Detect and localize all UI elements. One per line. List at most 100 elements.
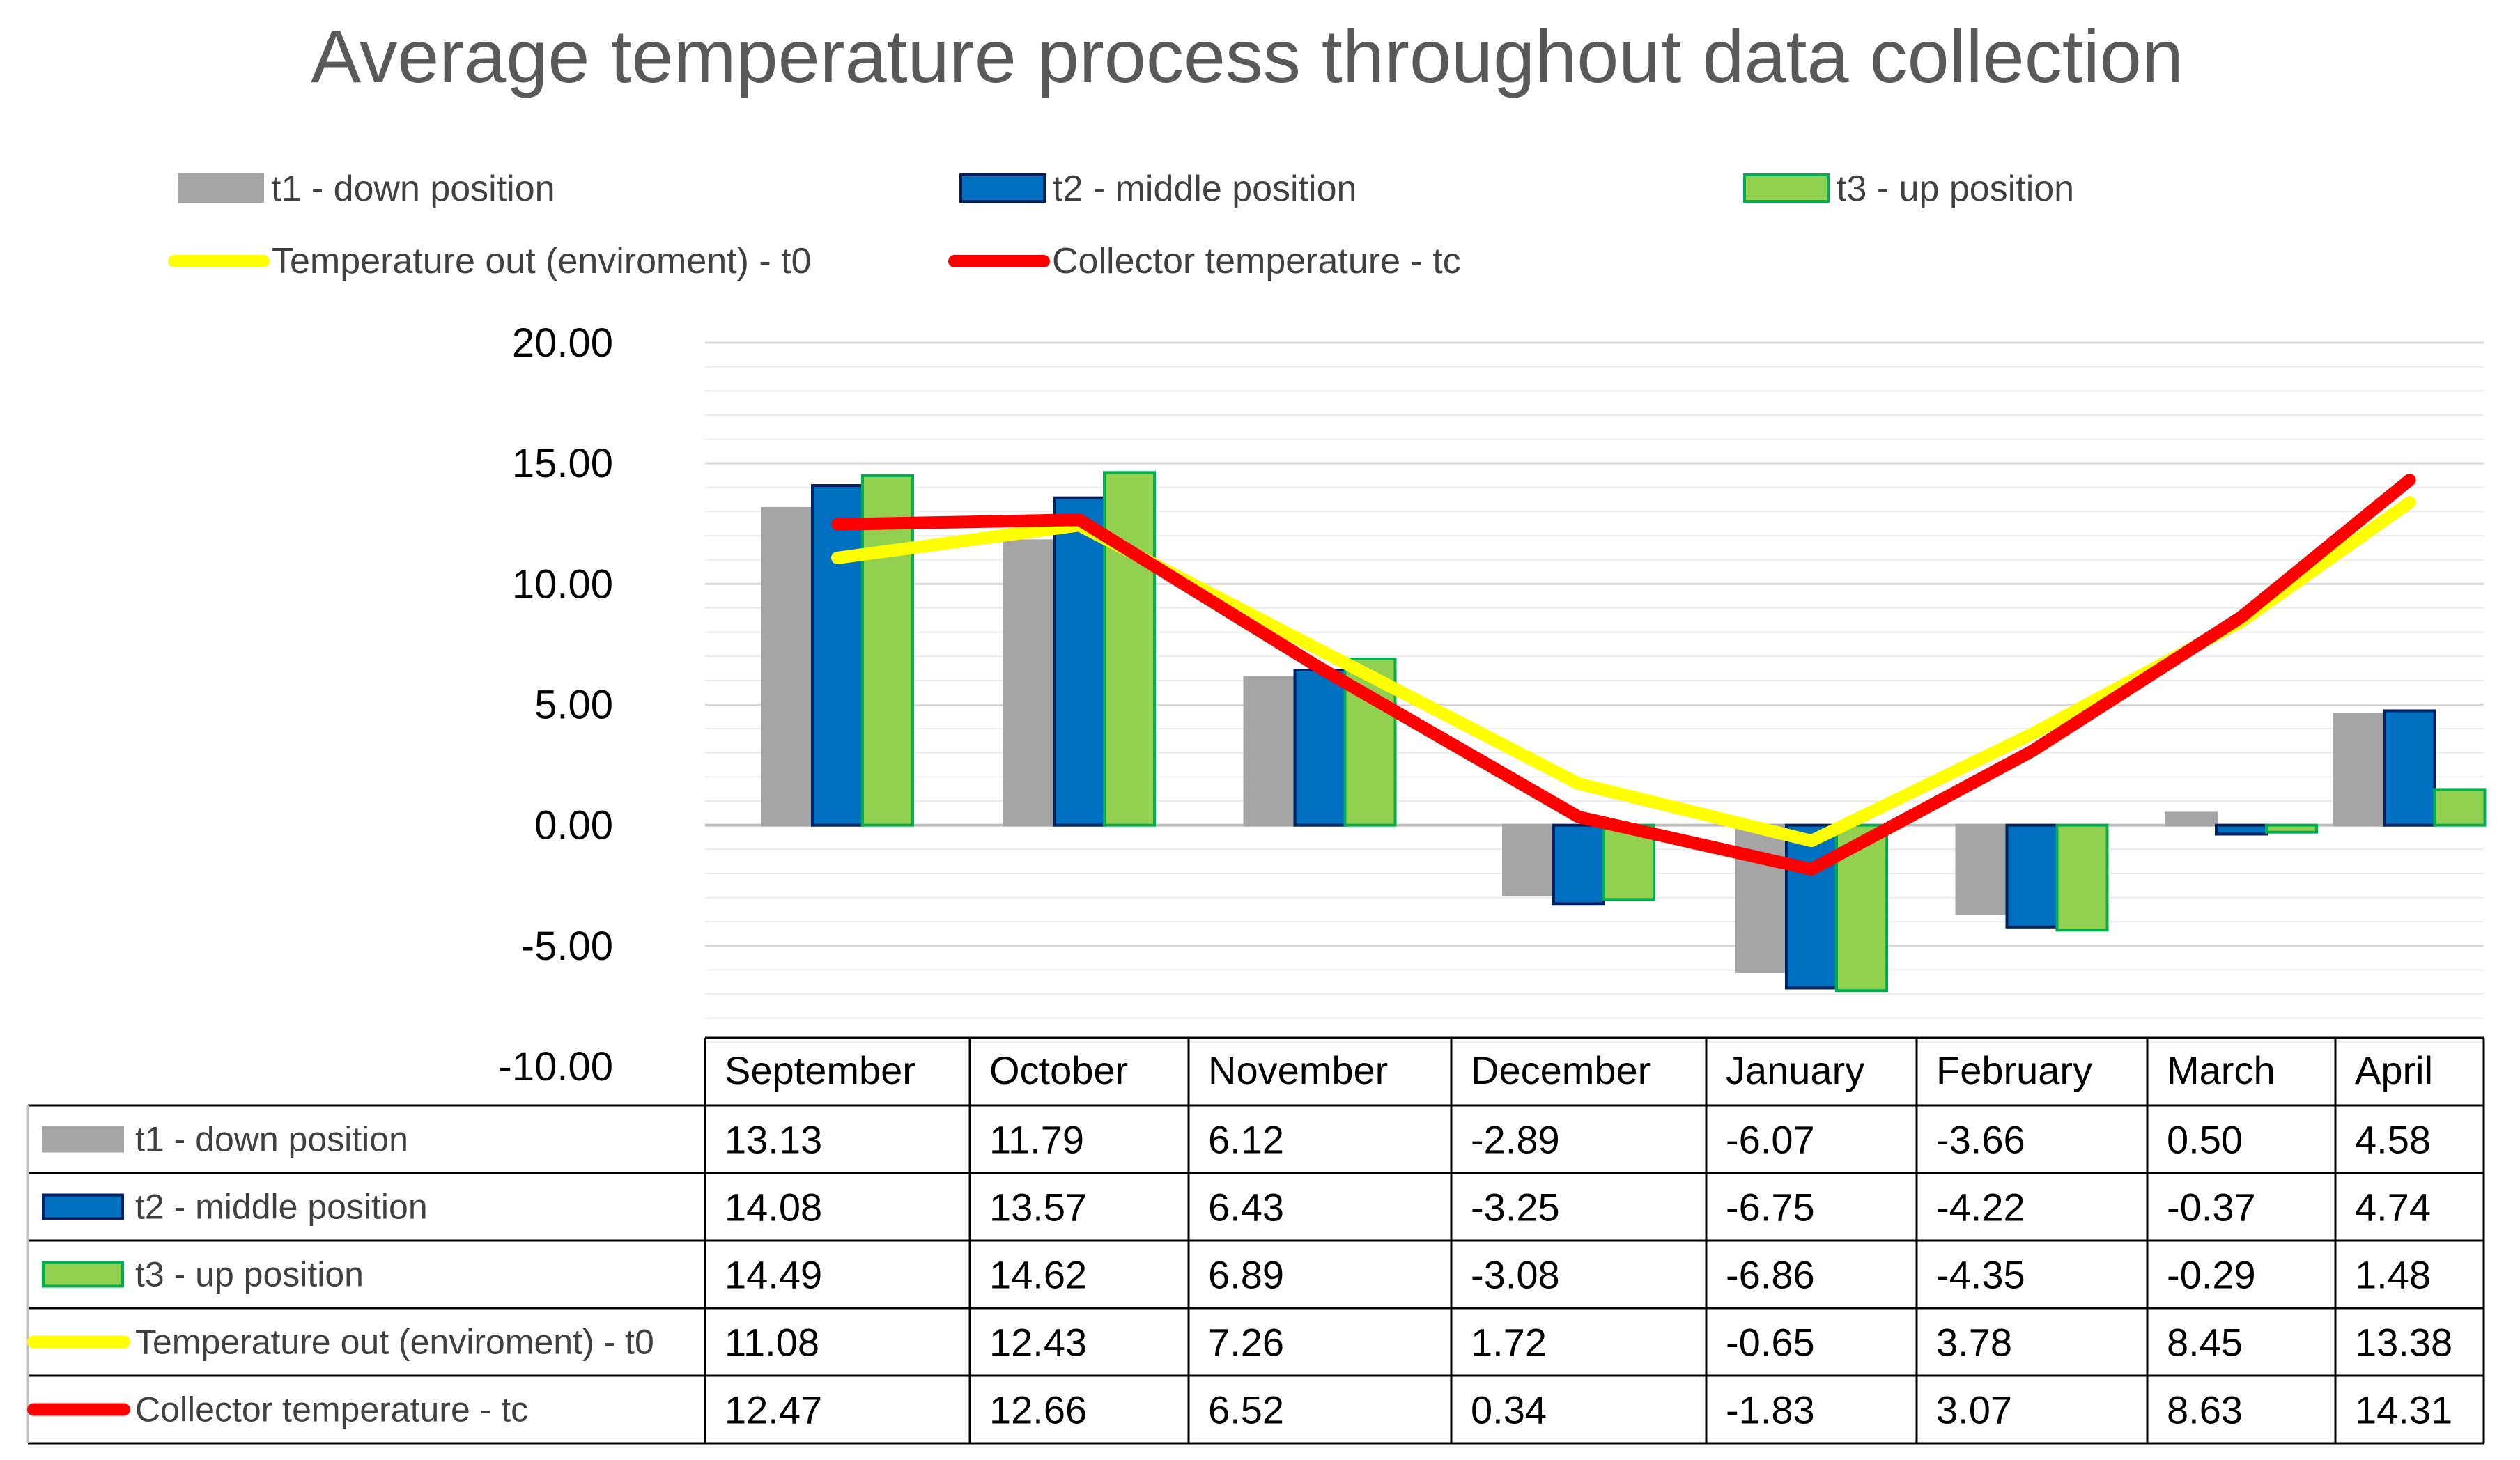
table-cell: 14.62 — [989, 1253, 1087, 1297]
table-header-october: October — [989, 1048, 1128, 1092]
table-cell: 4.74 — [2355, 1186, 2431, 1229]
legend-swatch-t3-up-position — [1743, 173, 1830, 203]
table-header-april: April — [2355, 1048, 2433, 1092]
bar-t3-up-position-april — [2433, 788, 2487, 827]
bar-t3-up-position-october — [1103, 471, 1156, 827]
table-cell: 13.38 — [2355, 1321, 2452, 1365]
table-cell: 13.13 — [725, 1118, 822, 1162]
table-cell: 0.34 — [1471, 1388, 1547, 1432]
table-cell: -0.37 — [2167, 1186, 2256, 1229]
bar-t2-middle-position-january — [1785, 823, 1838, 990]
table-swatch-t3-up-position — [42, 1261, 124, 1288]
bar-t3-up-position-february — [2055, 823, 2109, 932]
bar-t1-down-position-november — [1243, 676, 1297, 827]
table-cell: -0.65 — [1726, 1321, 1815, 1365]
table-cell: 6.89 — [1208, 1253, 1284, 1297]
table-cell: -6.86 — [1726, 1253, 1815, 1297]
table-swatch-t2-middle-position — [42, 1193, 124, 1220]
y-tick-label: -5.00 — [521, 924, 613, 969]
table-cell: 1.72 — [1471, 1321, 1547, 1365]
legend-swatch-t1-down-position — [178, 173, 264, 203]
table-cell: 0.50 — [2167, 1118, 2243, 1162]
table-header-november: November — [1208, 1048, 1388, 1092]
table-row-label: t2 - middle position — [135, 1188, 428, 1227]
table-cell: -2.89 — [1471, 1118, 1560, 1162]
table-cell: 12.47 — [725, 1388, 822, 1432]
y-tick-label: 10.00 — [512, 561, 613, 607]
bar-t2-middle-position-september — [811, 484, 864, 827]
table-cell: -3.08 — [1471, 1253, 1560, 1297]
legend-label-t3-up-position: t3 - up position — [1837, 169, 2074, 209]
table-cell: 11.08 — [725, 1321, 819, 1365]
bar-t3-up-position-september — [861, 474, 914, 827]
table-cell: 6.12 — [1208, 1118, 1284, 1162]
table-header-september: September — [725, 1048, 915, 1092]
table-cell: -6.07 — [1726, 1118, 1815, 1162]
bar-t2-middle-position-december — [1552, 823, 1605, 906]
table-row-label: t1 - down position — [135, 1120, 408, 1159]
data-table: September October November December January F… — [26, 1036, 2485, 1445]
legend-label-t1-down-position: t1 - down position — [271, 169, 555, 209]
table-swatch-t1-down-position — [42, 1126, 124, 1153]
bar-t1-down-position-march — [2165, 811, 2218, 827]
table-row-label: Temperature out (enviroment) - t0 — [135, 1323, 654, 1362]
line-collector-temperature-tc — [831, 474, 2416, 876]
table-cell: 12.66 — [989, 1388, 1087, 1432]
bar-t2-middle-position-february — [2005, 823, 2059, 929]
table-cell: 7.26 — [1208, 1321, 1284, 1365]
table-cell: -3.66 — [1936, 1118, 2025, 1162]
table-cell: -0.29 — [2167, 1253, 2256, 1297]
y-tick-label: 5.00 — [534, 683, 613, 728]
table-header-february: February — [1936, 1048, 2092, 1092]
gridlines — [705, 341, 2484, 1043]
table-header-january: January — [1726, 1048, 1864, 1092]
chart-title: Average temperature process throughout d… — [311, 14, 2183, 98]
table-cell: 14.49 — [725, 1253, 822, 1297]
bar-t2-middle-position-april — [2383, 709, 2436, 827]
table-cell: 14.31 — [2355, 1388, 2452, 1432]
bar-t2-middle-position-november — [1293, 668, 1347, 827]
table-cell: 14.08 — [725, 1186, 822, 1229]
table-cell: -4.22 — [1936, 1186, 2025, 1229]
y-tick-label: 20.00 — [512, 320, 613, 366]
bar-t1-down-position-february — [1955, 823, 2009, 915]
legend-swatch-t2-middle-position — [959, 173, 1046, 203]
table-cell: 4.58 — [2355, 1118, 2431, 1162]
legend-label-temperature-out-enviroment-t0: Temperature out (enviroment) - t0 — [272, 241, 812, 281]
table-cell: 6.43 — [1208, 1186, 1284, 1229]
bar-t1-down-position-september — [761, 506, 814, 827]
table-cell: -4.35 — [1936, 1253, 2025, 1297]
bar-t1-down-position-october — [1003, 539, 1056, 827]
table-cell: 3.78 — [1936, 1321, 2012, 1365]
y-tick-label: -10.00 — [499, 1044, 613, 1089]
table-header-march: March — [2167, 1048, 2275, 1092]
legend-label-collector-temperature-tc: Collector temperature - tc — [1052, 241, 1461, 281]
table-row-label: Collector temperature - tc — [135, 1390, 528, 1429]
bar-t2-middle-position-october — [1053, 496, 1106, 827]
y-tick-label: 0.00 — [534, 803, 613, 848]
table-cell: 3.07 — [1936, 1388, 2012, 1432]
legend-label-t2-middle-position: t2 - middle position — [1053, 169, 1356, 209]
y-axis: 20.00 15.00 10.00 5.00 0.00 -5.00 -10.00 — [499, 320, 613, 1089]
table-cell: -3.25 — [1471, 1186, 1560, 1229]
table-cell: 11.79 — [989, 1118, 1084, 1162]
bar-t1-down-position-december — [1502, 823, 1555, 896]
table-cell: -1.83 — [1726, 1388, 1815, 1432]
bar-t1-down-position-january — [1735, 823, 1788, 973]
table-cell: 1.48 — [2355, 1253, 2431, 1297]
y-tick-label: 15.00 — [512, 441, 613, 486]
table-cell: 8.45 — [2167, 1321, 2243, 1365]
table-header-december: December — [1471, 1048, 1651, 1092]
bars — [761, 471, 2487, 993]
table-cell: 6.52 — [1208, 1388, 1284, 1432]
bar-t3-up-position-march — [2265, 823, 2318, 834]
bar-t2-middle-position-march — [2215, 823, 2268, 836]
table-cell: 12.43 — [989, 1321, 1087, 1365]
lines — [831, 474, 2416, 876]
table-cell: 8.63 — [2167, 1388, 2243, 1432]
legend: t1 - down position t2 - middle position t3… — [168, 169, 2074, 281]
table-row-label: t3 - up position — [135, 1255, 364, 1294]
bar-t1-down-position-april — [2333, 713, 2386, 827]
table-cell: 13.57 — [989, 1186, 1087, 1229]
